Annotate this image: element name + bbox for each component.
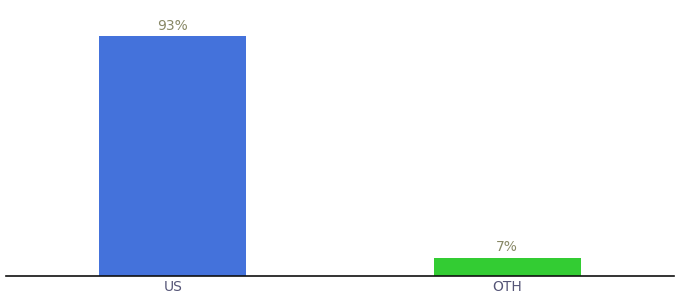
- Text: 7%: 7%: [496, 240, 518, 254]
- Bar: [99, 36, 246, 276]
- Text: 93%: 93%: [157, 19, 188, 33]
- Bar: [434, 258, 581, 276]
